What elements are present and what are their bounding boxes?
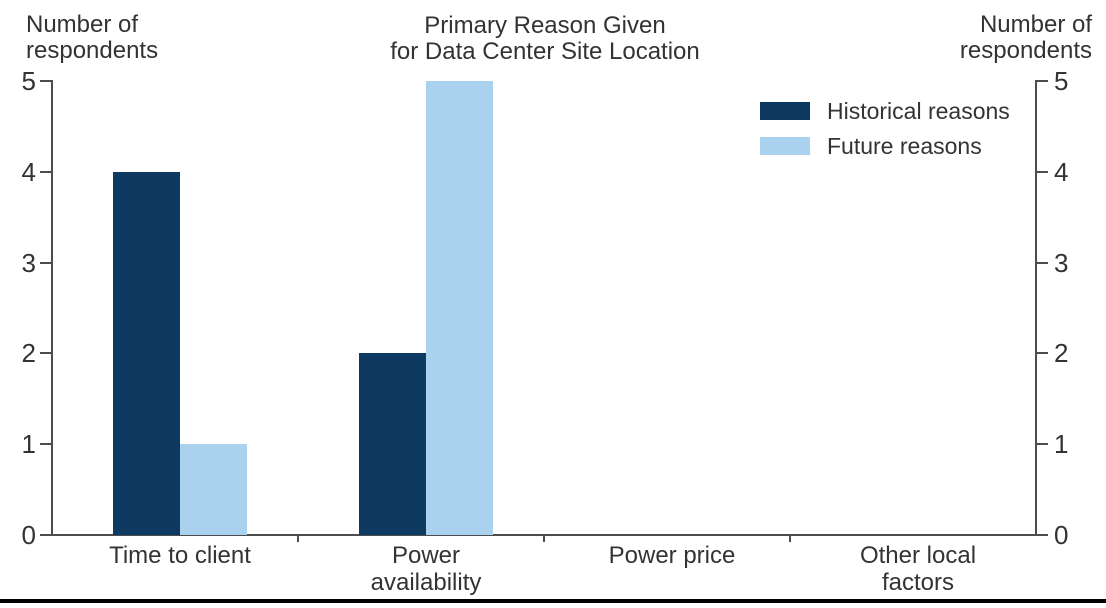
bar-historical-reasons-power-availability — [359, 353, 426, 535]
y-tick-right-5 — [1035, 80, 1048, 82]
chart-title: Primary Reason Given for Data Center Sit… — [390, 12, 700, 65]
y-tick-left-4 — [40, 170, 53, 173]
x-category-label-power-availability: Power availability — [370, 542, 482, 596]
y-axis-label-right-3: 3 — [1054, 247, 1069, 278]
bar-future-reasons-time-to-client — [180, 444, 247, 535]
y-tick-right-0 — [1035, 534, 1048, 536]
y-axis-label-left-2: 2 — [21, 338, 36, 369]
legend-item-historical-reasons: Historical reasons — [760, 99, 1010, 123]
x-category-label-other-local-factors: Other local factors — [859, 542, 977, 596]
y-tick-left-3 — [40, 261, 53, 264]
future-reasons-swatch — [760, 137, 810, 155]
y-tick-right-4 — [1035, 170, 1048, 173]
x-tick-2 — [543, 536, 545, 542]
y-axis-label-left-1: 1 — [21, 429, 36, 460]
y-tick-left-1 — [40, 443, 53, 446]
historical-reasons-swatch — [760, 102, 810, 120]
y-axis-label-right-5: 5 — [1054, 66, 1069, 96]
bar-historical-reasons-time-to-client — [113, 171, 180, 535]
right-axis-title: Number of respondents — [959, 11, 1092, 64]
legend: Historical reasons Future reasons — [760, 99, 1010, 158]
y-axis-label-left-4: 4 — [21, 156, 36, 187]
y-tick-right-3 — [1035, 261, 1048, 264]
y-axis-label-left-5: 5 — [21, 66, 36, 96]
legend-label-future-reasons: Future reasons — [827, 133, 982, 159]
y-axis-label-right-1: 1 — [1054, 429, 1069, 460]
y-axis-right — [1035, 81, 1037, 536]
left-axis-title: Number of respondents — [26, 11, 159, 64]
y-tick-right-2 — [1035, 352, 1048, 355]
x-tick-3 — [789, 536, 791, 542]
y-axis-label-right-2: 2 — [1054, 338, 1069, 369]
y-axis-label-left-0: 0 — [21, 520, 36, 550]
x-axis — [40, 534, 1048, 536]
legend-item-future-reasons: Future reasons — [760, 134, 1010, 158]
y-axis-label-left-3: 3 — [21, 247, 36, 278]
bar-future-reasons-power-availability — [426, 81, 493, 535]
y-tick-left-5 — [40, 80, 53, 82]
bottom-rule — [0, 599, 1106, 603]
y-axis-left — [51, 81, 53, 536]
x-category-label-time-to-client: Time to client — [109, 542, 251, 569]
y-axis-label-right-0: 0 — [1054, 520, 1069, 550]
legend-label-historical-reasons: Historical reasons — [827, 98, 1010, 124]
x-category-label-power-price: Power price — [608, 542, 736, 569]
y-tick-left-0 — [40, 534, 53, 536]
x-tick-1 — [297, 536, 299, 542]
y-tick-left-2 — [40, 352, 53, 355]
y-axis-label-right-4: 4 — [1054, 156, 1069, 187]
y-tick-right-1 — [1035, 443, 1048, 446]
